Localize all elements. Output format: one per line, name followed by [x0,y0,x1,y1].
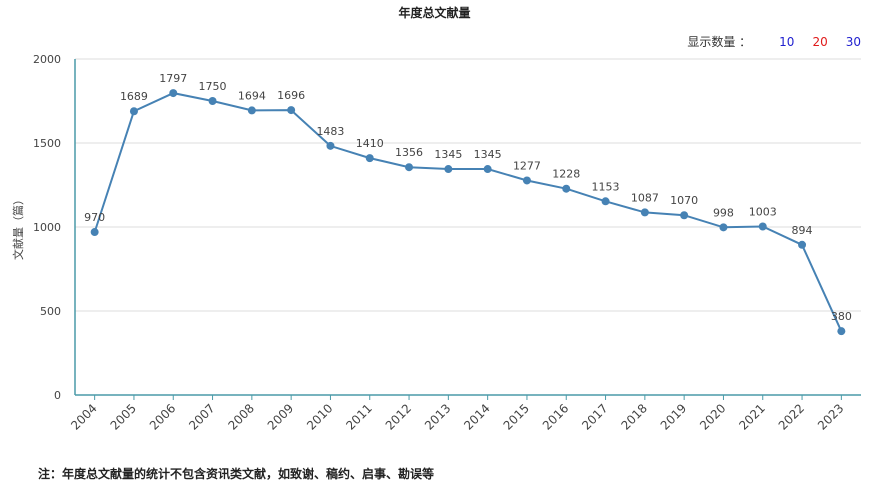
x-tick-label: 2007 [186,401,217,432]
x-tick-label: 2009 [265,401,296,432]
data-label: 1483 [316,125,344,138]
x-tick-label: 2018 [618,401,649,432]
data-point [758,222,767,231]
data-label: 1750 [199,80,227,93]
display-count-label: 显示数量 ： [687,35,752,49]
x-tick-label: 2013 [422,401,453,432]
data-point [680,211,689,220]
data-point [247,106,256,115]
data-point [287,106,296,115]
data-label: 1345 [474,148,502,161]
footnote: 注：年度总文献量的统计不包含资讯类文献，如致谢、稿约、启事、勘误等 [38,467,435,481]
data-label: 380 [831,310,852,323]
data-label: 1070 [670,194,698,207]
data-point [129,107,138,116]
x-tick-label: 2019 [658,401,689,432]
data-label: 970 [84,211,105,224]
data-label: 1153 [592,180,620,193]
x-tick-label: 2017 [579,401,610,432]
x-tick-label: 2012 [383,401,414,432]
x-tick-label: 2016 [540,401,571,432]
x-tick-label: 2014 [461,401,492,432]
y-axis-title: 文献量（篇） [11,194,25,260]
data-point [562,184,571,193]
data-point [601,197,610,206]
data-label: 1689 [120,90,148,103]
data-point [798,240,807,249]
y-tick-label: 500 [40,305,61,318]
data-point [719,223,728,232]
series-line [93,92,843,332]
x-tick-label: 2020 [697,401,728,432]
x-tick-label: 2023 [815,401,846,432]
display-count-option-20[interactable]: 20 [812,34,828,49]
data-point [365,154,374,163]
x-tick-label: 2015 [501,401,532,432]
x-tick-label: 2008 [225,401,256,432]
x-tick-label: 2010 [304,401,335,432]
data-label: 1356 [395,146,423,159]
data-point [90,228,99,237]
data-label: 1410 [356,137,384,150]
data-point [208,97,217,105]
y-tick-label: 0 [54,389,61,402]
x-tick-label: 2004 [68,401,99,432]
data-label: 1228 [552,168,580,181]
data-label: 1797 [159,72,187,85]
x-tick-label: 2006 [147,401,178,432]
y-tick-label: 2000 [33,53,61,66]
x-tick-label: 2021 [736,401,767,432]
data-label: 1694 [238,89,266,102]
data-label: 1087 [631,191,659,204]
data-label: 894 [792,224,813,237]
chart-title: 年度总文献量 [398,6,471,20]
data-label: 1696 [277,89,305,102]
display-count-option-10[interactable]: 10 [779,34,795,49]
data-label: 998 [713,206,734,219]
y-tick-label: 1000 [33,221,61,234]
display-count-selector: 显示数量 ： 10 20 30 [687,33,861,50]
data-point [483,165,492,174]
data-point [444,165,453,174]
display-count-option-30[interactable]: 30 [845,34,861,49]
data-point [405,163,414,172]
data-point [837,327,846,336]
data-label: 1277 [513,159,541,172]
data-point [640,208,649,217]
x-tick-label: 2022 [776,401,807,432]
y-tick-label: 1500 [33,137,61,150]
data-label: 1003 [749,205,777,218]
x-tick-label: 2011 [343,401,374,432]
data-label: 1345 [434,148,462,161]
data-point [169,89,178,98]
data-point [326,141,335,150]
x-tick-label: 2005 [108,401,139,432]
data-point [522,176,531,185]
